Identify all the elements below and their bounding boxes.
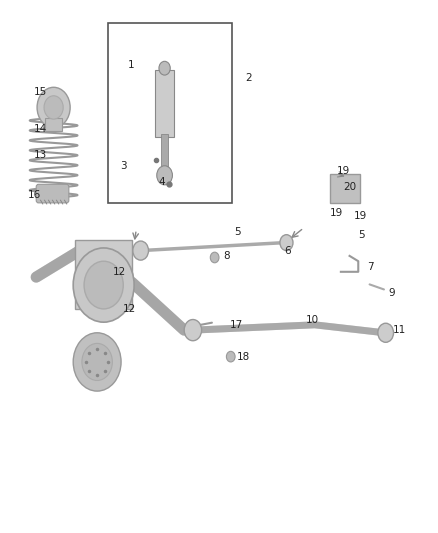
- Text: 2: 2: [245, 73, 252, 83]
- Circle shape: [226, 351, 235, 362]
- Circle shape: [84, 261, 123, 309]
- Circle shape: [133, 241, 148, 260]
- FancyBboxPatch shape: [36, 184, 69, 203]
- Text: 20: 20: [343, 182, 356, 192]
- Text: 15: 15: [34, 86, 47, 96]
- Text: 19: 19: [336, 166, 350, 176]
- Text: 5: 5: [234, 227, 241, 237]
- Circle shape: [157, 166, 173, 185]
- Circle shape: [159, 61, 170, 75]
- Text: 12: 12: [113, 267, 126, 277]
- Text: 1: 1: [127, 60, 134, 70]
- Text: 10: 10: [306, 314, 319, 325]
- Circle shape: [184, 319, 201, 341]
- Text: 16: 16: [28, 190, 41, 200]
- Circle shape: [82, 343, 113, 381]
- Bar: [108, 22, 232, 203]
- Circle shape: [280, 235, 293, 251]
- Text: 18: 18: [237, 352, 250, 361]
- Bar: [330, 174, 360, 203]
- Text: 5: 5: [358, 230, 365, 240]
- Text: 12: 12: [123, 304, 137, 314]
- Circle shape: [210, 252, 219, 263]
- Circle shape: [378, 323, 393, 342]
- Bar: [155, 70, 174, 136]
- Text: 14: 14: [34, 124, 47, 134]
- Text: 11: 11: [393, 325, 406, 335]
- Text: 17: 17: [230, 320, 243, 330]
- Polygon shape: [75, 240, 132, 309]
- Text: 6: 6: [284, 246, 291, 256]
- Text: 19: 19: [354, 211, 367, 221]
- Bar: [45, 118, 62, 131]
- Circle shape: [73, 248, 134, 322]
- Text: 8: 8: [223, 251, 230, 261]
- Text: 9: 9: [389, 288, 396, 298]
- Bar: [161, 134, 168, 171]
- Text: 13: 13: [34, 150, 47, 160]
- Circle shape: [37, 87, 70, 127]
- Text: 19: 19: [330, 208, 343, 219]
- Text: 4: 4: [158, 176, 165, 187]
- Text: 3: 3: [120, 161, 127, 171]
- Circle shape: [73, 333, 121, 391]
- Circle shape: [44, 96, 63, 119]
- Text: 7: 7: [367, 262, 374, 271]
